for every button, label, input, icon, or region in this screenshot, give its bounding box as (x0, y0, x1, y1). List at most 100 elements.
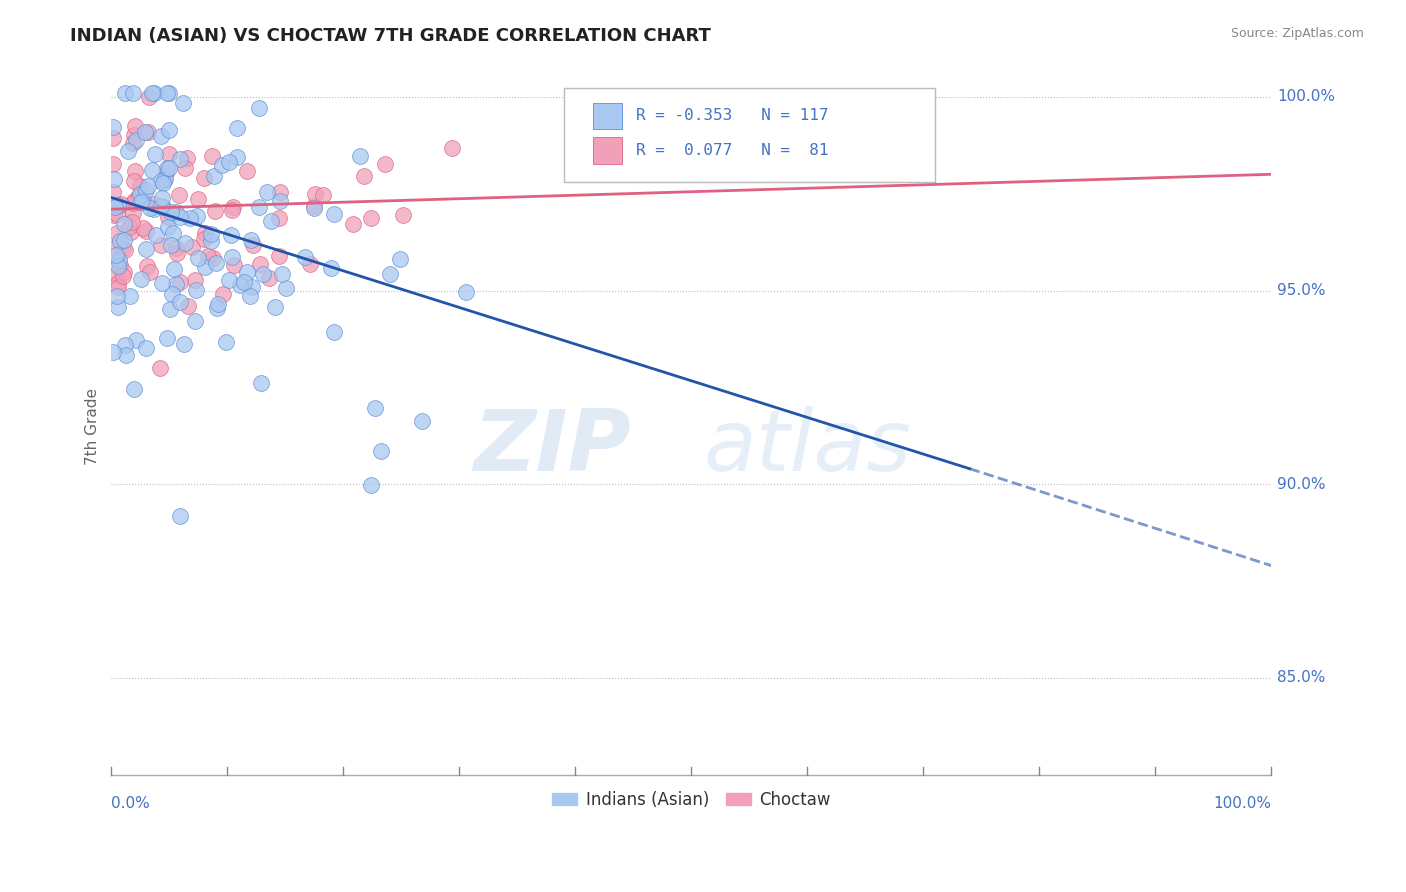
Point (107, 280, 129, 294)
Point (204, 256, 226, 270)
Point (104, 200, 127, 214)
Text: ZIP: ZIP (474, 406, 631, 489)
Point (167, 187, 190, 202)
Point (160, 238, 183, 252)
Point (114, 86, 136, 100)
Point (172, 96, 194, 111)
Point (200, 234, 222, 248)
Legend: Indians (Asian), Choctaw: Indians (Asian), Choctaw (546, 784, 837, 815)
Point (131, 195, 153, 210)
Point (115, 348, 138, 362)
Point (141, 86, 163, 100)
Point (225, 150, 247, 164)
Point (157, 123, 180, 137)
Text: 100.0%: 100.0% (1277, 89, 1336, 104)
Point (114, 337, 136, 351)
Point (157, 219, 180, 234)
Point (163, 262, 186, 277)
Point (247, 200, 270, 214)
Point (233, 275, 256, 289)
Point (107, 198, 129, 212)
Text: atlas: atlas (703, 406, 911, 489)
Point (349, 149, 371, 163)
Point (127, 190, 149, 204)
Point (169, 210, 191, 224)
Point (105, 289, 128, 303)
Point (378, 267, 401, 281)
Point (159, 301, 181, 316)
Point (112, 269, 135, 284)
Point (143, 86, 166, 100)
Point (156, 161, 179, 176)
Point (193, 171, 215, 186)
Point (197, 249, 219, 263)
Point (207, 297, 229, 311)
Point (132, 220, 155, 235)
Point (173, 336, 195, 351)
Point (132, 194, 155, 208)
Point (138, 90, 160, 104)
Point (304, 187, 326, 202)
Point (136, 179, 159, 194)
Point (156, 331, 179, 345)
Point (256, 185, 278, 199)
Point (142, 197, 165, 211)
Point (153, 173, 176, 187)
Point (202, 169, 225, 183)
Point (259, 271, 281, 285)
Point (240, 233, 263, 247)
Point (179, 211, 201, 225)
Point (201, 251, 224, 265)
Point (260, 214, 283, 228)
Point (124, 164, 146, 178)
Point (252, 267, 274, 281)
Point (125, 333, 148, 347)
Point (218, 154, 240, 169)
Point (323, 207, 346, 221)
Point (101, 156, 124, 170)
Point (249, 257, 271, 271)
Point (156, 210, 179, 224)
Point (226, 120, 249, 135)
Point (107, 301, 129, 315)
Point (411, 414, 433, 428)
Point (392, 208, 415, 222)
Point (112, 241, 135, 255)
Point (215, 334, 238, 349)
Point (131, 195, 153, 210)
Point (169, 275, 191, 289)
Point (107, 259, 129, 273)
Point (187, 192, 209, 206)
Point (121, 215, 143, 229)
Point (186, 209, 208, 223)
Point (112, 233, 135, 247)
Point (110, 234, 132, 248)
Point (155, 166, 177, 180)
Point (101, 120, 124, 134)
Point (112, 265, 135, 279)
Point (105, 247, 128, 261)
Text: 0.0%: 0.0% (111, 796, 150, 811)
Point (174, 235, 197, 250)
Point (143, 146, 166, 161)
Point (103, 172, 125, 186)
Text: R = -0.353   N = 117: R = -0.353 N = 117 (636, 108, 828, 123)
Point (269, 186, 291, 200)
Point (229, 277, 252, 292)
Point (103, 208, 125, 222)
Point (118, 289, 141, 303)
Point (169, 152, 191, 166)
Point (236, 265, 259, 279)
Point (294, 250, 316, 264)
Point (312, 188, 335, 202)
Y-axis label: 7th Grade: 7th Grade (86, 388, 100, 465)
Point (250, 376, 273, 390)
Point (157, 86, 180, 100)
Bar (593, 103, 621, 129)
Point (222, 201, 245, 215)
Point (200, 227, 222, 241)
Point (101, 345, 124, 359)
Point (157, 147, 180, 161)
Point (267, 211, 290, 225)
Point (135, 183, 157, 197)
